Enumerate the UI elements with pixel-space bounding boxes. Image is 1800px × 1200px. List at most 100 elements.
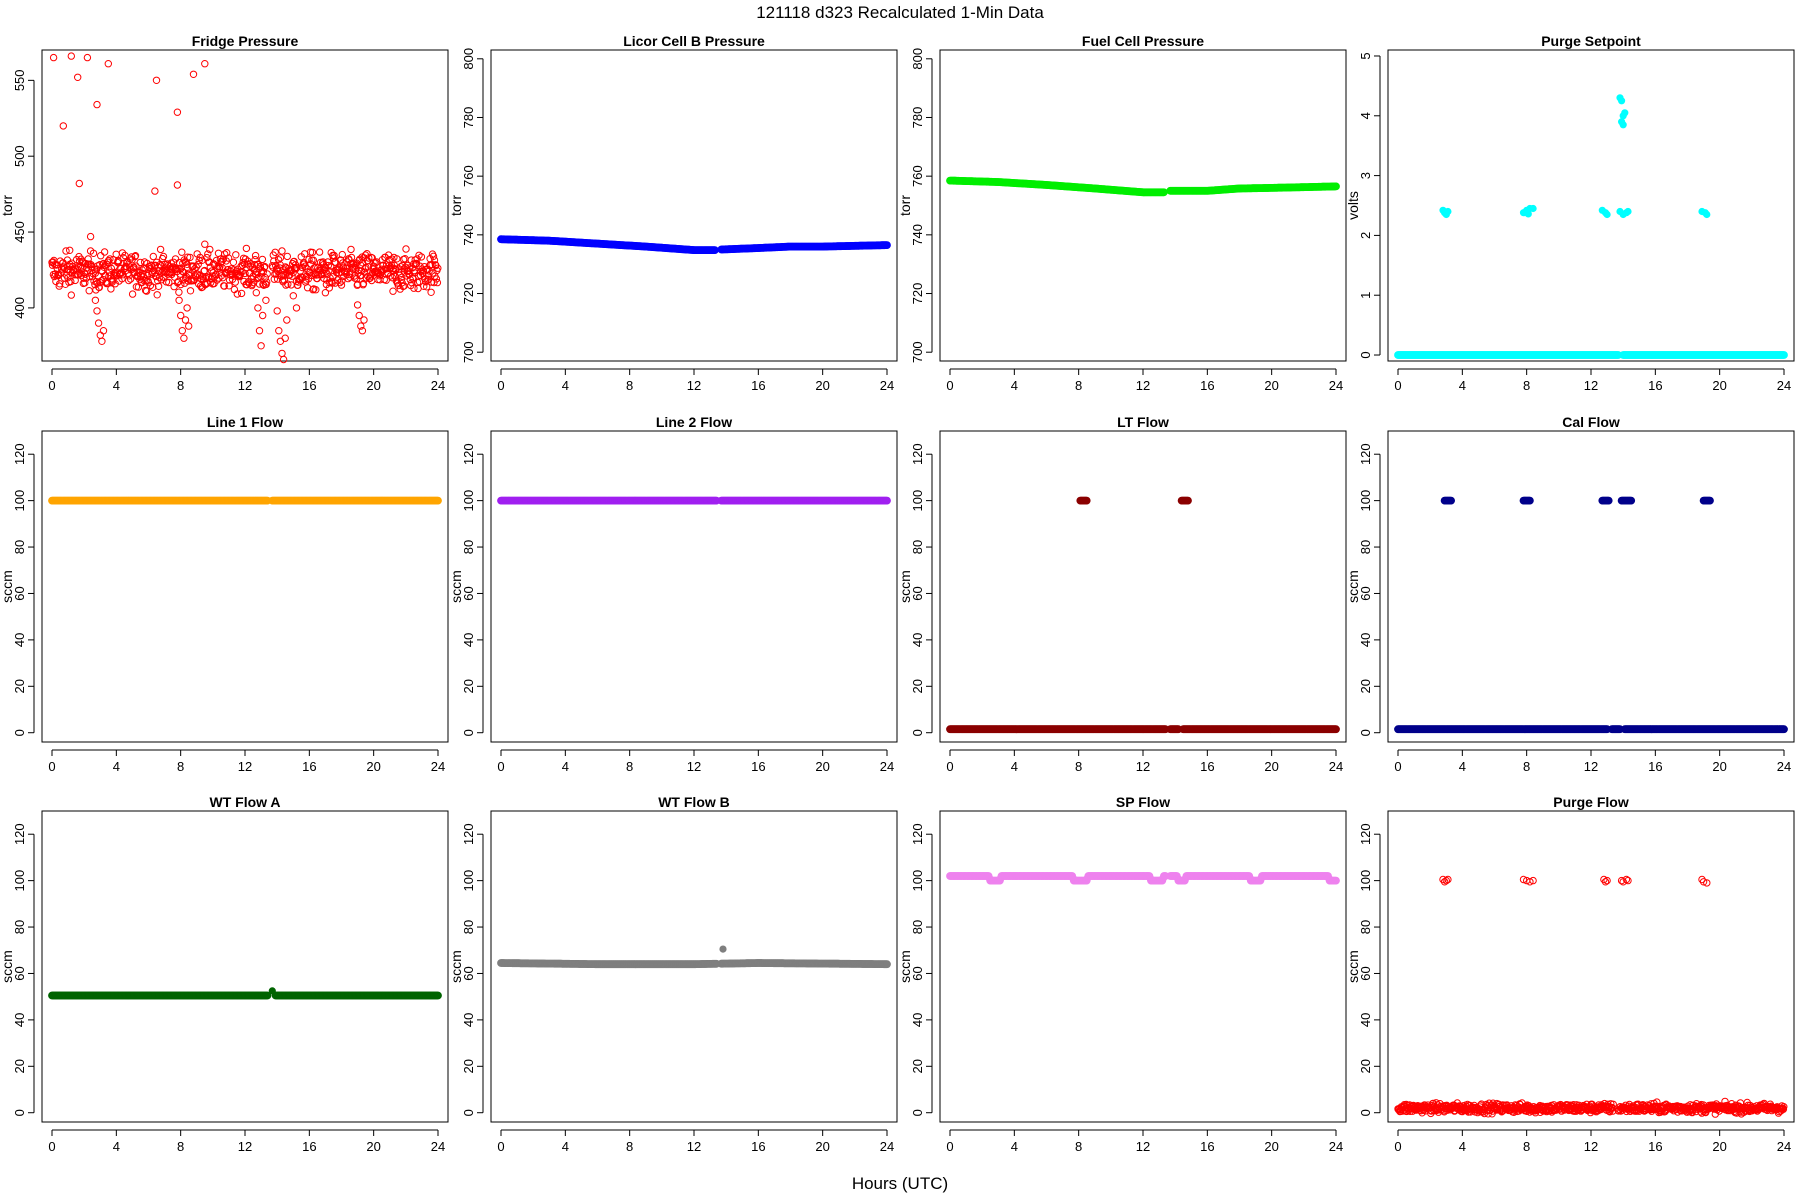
data-point: [215, 274, 223, 282]
data-point: [279, 355, 288, 364]
data-point: [430, 256, 439, 264]
data-point: [259, 311, 267, 320]
data-point: [107, 285, 115, 293]
x-tick-label: 12: [1136, 378, 1150, 393]
data-points: [48, 496, 442, 505]
data-point: [156, 245, 165, 254]
y-tick-label: 0: [1358, 729, 1373, 736]
data-point: [261, 274, 269, 282]
x-tick-label: 24: [431, 378, 445, 393]
x-tick-label: 0: [1394, 759, 1401, 774]
y-tick-label: 100: [461, 490, 476, 512]
x-tick-label: 4: [1459, 759, 1466, 774]
y-tick-label: 500: [12, 145, 27, 167]
y-tick-label: 60: [461, 586, 476, 600]
y-tick-label: 40: [12, 633, 27, 647]
x-axis: 0 4 8 12 16 20 24: [1394, 368, 1791, 393]
data-point: [309, 286, 317, 294]
data-point: [178, 327, 187, 335]
data-point: [136, 258, 145, 267]
data-point: [258, 255, 267, 264]
data-point: [434, 496, 442, 505]
x-tick-label: 0: [48, 378, 55, 393]
y-tick-label: 80: [1358, 540, 1373, 554]
data-point: [288, 272, 296, 280]
data-point: [66, 246, 74, 255]
data-points: [497, 235, 891, 255]
data-point: [402, 245, 410, 253]
data-point: [171, 255, 180, 263]
y-tick-label: 400: [12, 297, 27, 319]
data-point: [333, 276, 342, 284]
data-point: [56, 280, 64, 288]
data-point: [1624, 207, 1632, 216]
data-point: [81, 279, 89, 287]
data-point: [420, 282, 428, 290]
y-tick-label: 0: [12, 729, 27, 736]
data-point: [254, 304, 262, 312]
data-point: [338, 250, 346, 259]
data-point: [180, 334, 188, 342]
data-point: [397, 263, 405, 271]
data-point: [281, 334, 289, 342]
y-tick-label: 80: [461, 540, 476, 554]
y-tick-label: 120: [461, 443, 476, 465]
y-tick-label: 0: [12, 1109, 27, 1116]
data-point: [229, 258, 238, 266]
data-point: [1706, 496, 1714, 505]
data-point: [221, 250, 229, 258]
data-point: [434, 264, 442, 272]
y-tick-label: 120: [12, 443, 27, 465]
data-point: [1604, 496, 1613, 505]
data-point: [261, 262, 269, 271]
y-tick-label: 1: [1358, 292, 1373, 299]
data-point: [321, 289, 330, 297]
data-point: [100, 248, 109, 256]
data-point: [141, 265, 149, 273]
data-point: [711, 246, 719, 255]
data-point: [224, 254, 233, 262]
data-point: [1703, 210, 1711, 219]
data-point: [263, 278, 271, 286]
x-axis: 0 4 8 12 16 20 24: [48, 368, 445, 393]
x-tick-label: 16: [302, 759, 316, 774]
data-point: [208, 272, 216, 280]
x-tick-label: 0: [497, 378, 504, 393]
x-tick-label: 12: [238, 378, 252, 393]
data-point: [1618, 97, 1626, 105]
data-point: [177, 280, 185, 289]
data-point: [233, 290, 242, 298]
data-point: [153, 291, 161, 299]
data-point: [238, 261, 247, 269]
y-tick-label: 20: [1358, 679, 1373, 693]
y-tick-label: 0: [461, 729, 476, 736]
data-point: [413, 255, 421, 263]
data-point: [1619, 121, 1627, 129]
x-tick-label: 24: [1329, 378, 1343, 393]
figure-xlabel: Hours (UTC): [852, 1174, 948, 1193]
data-point: [68, 259, 76, 267]
x-tick-label: 16: [1200, 759, 1214, 774]
x-tick-label: 24: [1329, 759, 1343, 774]
data-point: [388, 255, 396, 263]
x-tick-label: 12: [1584, 759, 1598, 774]
data-point: [254, 260, 262, 268]
data-point: [292, 304, 301, 312]
data-point: [49, 53, 58, 62]
x-tick-label: 8: [177, 1139, 184, 1154]
data-point: [125, 276, 133, 285]
data-point: [89, 249, 98, 258]
x-tick-label: 8: [626, 378, 633, 393]
panel-frame: [41, 49, 449, 362]
data-point: [141, 286, 150, 295]
x-axis: 0 4 8 12 16 20 24: [48, 749, 445, 774]
x-tick-label: 8: [1075, 759, 1082, 774]
data-point: [205, 258, 214, 266]
panel-frame: [939, 430, 1347, 743]
data-point: [364, 263, 373, 271]
data-point: [231, 278, 240, 286]
y-tick-label: 100: [12, 490, 27, 512]
